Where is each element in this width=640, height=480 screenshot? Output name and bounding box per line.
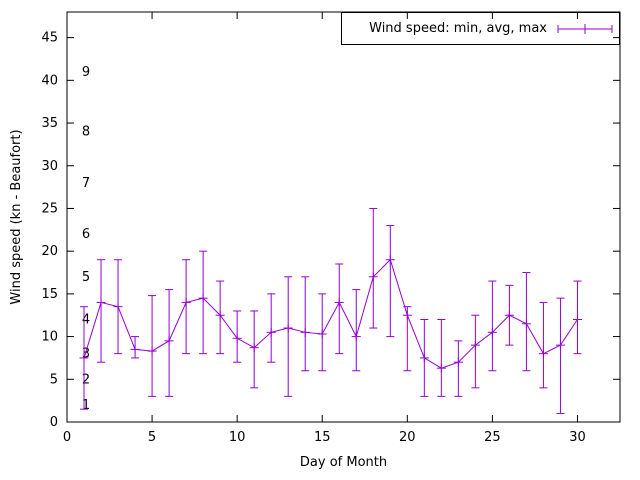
plot-border xyxy=(66,11,621,423)
y-tick-label: 25 xyxy=(41,201,58,216)
y-tick-label: 0 xyxy=(50,415,58,430)
beaufort-tick-label: 8 xyxy=(82,125,90,140)
beaufort-tick-label: 7 xyxy=(82,176,90,191)
x-axis-title: Day of Month xyxy=(299,455,388,470)
y-tick-label: 5 xyxy=(50,372,58,387)
legend-sample-errorbar-glyph xyxy=(557,23,613,34)
y-tick-label: 45 xyxy=(41,31,58,46)
x-tick-label: 25 xyxy=(484,430,501,445)
y-axis-title: Wind speed (kn - Beaufort) xyxy=(9,129,24,305)
x-tick-label: 20 xyxy=(399,430,416,445)
y-tick-label: 10 xyxy=(41,330,58,345)
beaufort-tick-label: 6 xyxy=(82,227,90,242)
y-tick-label: 30 xyxy=(41,159,58,174)
x-tick-label: 10 xyxy=(229,430,246,445)
legend: Wind speed: min, avg, max xyxy=(341,12,620,45)
y-tick-label: 15 xyxy=(41,287,58,302)
beaufort-tick-label: 5 xyxy=(82,270,90,285)
x-tick-label: 15 xyxy=(314,430,331,445)
beaufort-tick-label: 1 xyxy=(82,398,90,413)
y-tick-label: 35 xyxy=(41,116,58,131)
avg-line xyxy=(83,258,578,369)
x-tick-label: 0 xyxy=(63,430,71,445)
y-tick-label: 20 xyxy=(41,244,58,259)
x-tick-label: 5 xyxy=(148,430,156,445)
legend-label: Wind speed: min, avg, max xyxy=(369,21,547,36)
beaufort-tick-label: 3 xyxy=(82,347,90,362)
beaufort-tick-label: 2 xyxy=(82,372,90,387)
beaufort-tick-label: 4 xyxy=(82,313,90,328)
x-tick-label: 30 xyxy=(569,430,586,445)
beaufort-tick-label: 9 xyxy=(82,65,90,80)
y-tick-label: 40 xyxy=(41,73,58,88)
